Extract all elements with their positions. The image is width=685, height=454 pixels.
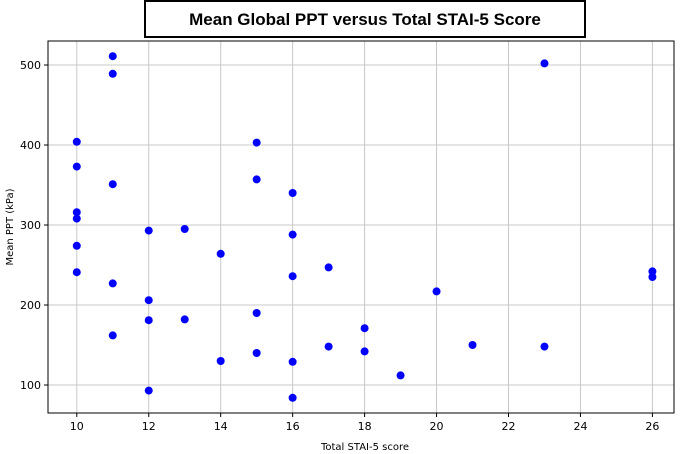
data-point — [216, 249, 225, 258]
data-point — [288, 230, 297, 239]
data-point — [252, 309, 261, 317]
data-point — [396, 371, 405, 380]
x-axis-label: Total STAI-5 score — [320, 442, 409, 453]
data-point — [288, 357, 297, 366]
grid — [48, 41, 674, 413]
data-point — [72, 162, 81, 171]
axis-ticks: 10 12 14 16 18 20 22 24 26 100 200 300 400 500 — [20, 59, 659, 433]
x-tick-label: 12 — [142, 420, 156, 433]
data-point — [324, 263, 333, 272]
x-tick-label: 26 — [645, 420, 659, 433]
plot-area — [47, 40, 675, 414]
data-point — [144, 226, 153, 235]
data-point — [288, 272, 297, 281]
y-tick-label: 200 — [20, 299, 41, 312]
data-point — [468, 341, 477, 349]
data-point — [540, 59, 549, 68]
data-point — [180, 225, 189, 233]
data-point — [360, 324, 369, 333]
data-point — [144, 386, 153, 395]
data-points — [72, 52, 657, 402]
y-tick-label: 400 — [20, 139, 41, 152]
data-point — [108, 279, 117, 288]
y-tick-label: 100 — [20, 379, 41, 392]
data-point — [648, 267, 657, 276]
data-point — [324, 342, 333, 351]
data-point — [432, 287, 441, 296]
data-point — [72, 241, 81, 250]
data-point — [180, 315, 189, 324]
y-axis-label: Mean PPT (kPa) — [5, 188, 16, 265]
data-point — [252, 175, 261, 184]
x-tick-label: 18 — [358, 420, 372, 433]
data-point — [648, 273, 657, 281]
data-point — [108, 180, 117, 189]
x-tick-label: 14 — [214, 420, 228, 433]
data-point — [252, 349, 261, 357]
data-point — [252, 138, 261, 147]
data-point — [72, 214, 81, 223]
x-tick-label: 24 — [573, 420, 587, 433]
data-point — [108, 69, 117, 78]
data-point — [72, 208, 81, 217]
data-point — [144, 316, 153, 325]
x-tick-label: 10 — [70, 420, 84, 433]
data-point — [288, 189, 297, 197]
y-tick-label: 500 — [20, 59, 41, 72]
data-point — [540, 342, 549, 351]
data-point — [108, 52, 117, 61]
data-point — [216, 357, 225, 365]
data-point — [72, 268, 81, 277]
x-tick-label: 22 — [502, 420, 516, 433]
data-point — [72, 137, 81, 146]
x-tick-label: 16 — [286, 420, 300, 433]
y-tick-label: 300 — [20, 219, 41, 232]
data-point — [144, 296, 153, 305]
chart-title-box — [144, 0, 586, 38]
chart-title: Mean Global PPT versus Total STAI-5 Scor… — [189, 10, 541, 29]
data-point — [360, 347, 369, 356]
x-tick-label: 20 — [430, 420, 444, 433]
data-point — [108, 331, 117, 340]
data-point — [288, 393, 297, 402]
